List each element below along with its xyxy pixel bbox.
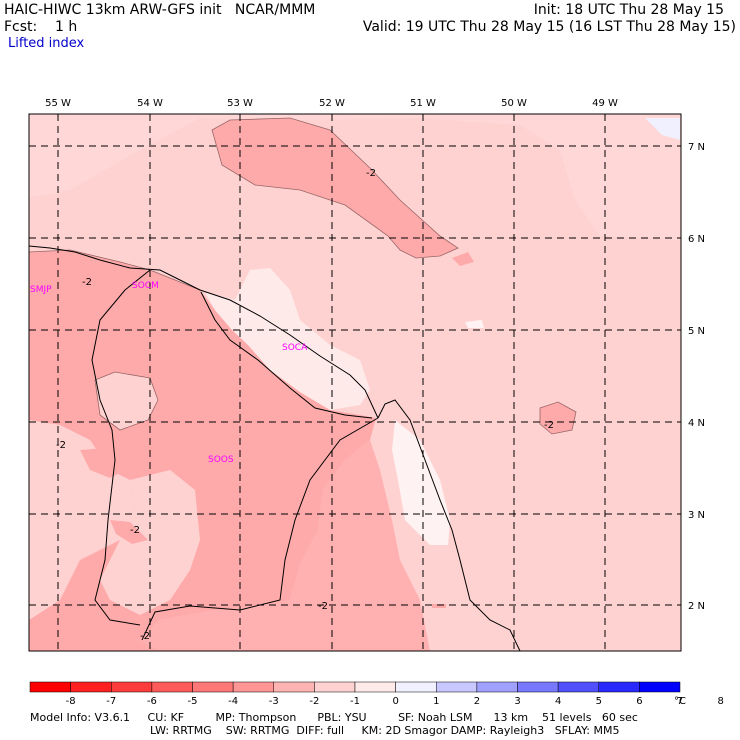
field-positive-patch [645,118,680,140]
contour-label: -2 [56,440,66,451]
colorbar-tick-label: 4 [555,696,561,707]
colorbar-tick-label: 8 [717,696,723,707]
lon-label: 54 W [137,98,163,109]
field-negative-region [140,440,430,651]
colorbar-swatch [354,681,396,693]
field-band-light [29,114,680,240]
colorbar-swatch [395,681,437,693]
border-line [141,417,379,641]
field-negative-blob [452,252,474,266]
colorbar-swatch [639,681,681,693]
lat-label: 4 N [688,418,705,429]
lon-label: 53 W [227,98,253,109]
lat-label: 6 N [688,234,705,245]
colorbar [29,681,681,693]
field-interior-patch [100,470,200,615]
colorbar-swatch [314,681,356,693]
lon-label: 55 W [45,98,71,109]
colorbar-tick-label: -5 [188,696,198,707]
contour-label: -2 [366,168,376,179]
colorbar-tick-label: 7 [677,696,683,707]
colorbar-tick-label: 3 [514,696,520,707]
lon-label: 49 W [592,98,618,109]
latitude-labels: 7 N 6 N 5 N 4 N 3 N 2 N [688,142,705,612]
contour-label: -2 [130,525,140,536]
coastline [377,399,521,651]
station-labels: SMJP SOCM SOCA SOOS [30,281,308,465]
station-label: SMJP [30,285,52,295]
colorbar-swatch [517,681,559,693]
colorbar-ticks: -8 -7 -6 -5 -4 -3 -2 -1 0 1 2 3 4 5 6 7 8 [66,696,724,707]
contour-label: -2 [82,277,92,288]
border-line [200,291,373,419]
station-label: SOCA [282,343,308,353]
colorbar-tick-label: 1 [433,696,439,707]
colorbar-swatch [29,681,71,693]
lon-label: 52 W [319,98,345,109]
colorbar-tick-label: 5 [596,696,602,707]
contour-lines [29,117,577,435]
field-name: Lifted index [8,36,85,51]
colorbar-tick-label: -1 [350,696,360,707]
colorbar-swatch [273,681,315,693]
colorbar-unit: °C [674,696,686,707]
colorbar-swatch [436,681,478,693]
forecast-hour: Fcst: 1 h [4,19,78,35]
colorbar-swatch [151,681,193,693]
model-info-line1: Model Info: V3.6.1 CU: KF MP: Thompson P… [30,711,638,724]
contour-label: -2 [140,631,150,642]
field-coastal-strip [205,268,370,410]
colorbar-tick-label: -3 [269,696,279,707]
colorbar-swatch [192,681,234,693]
colorbar-tick-label: 6 [636,696,642,707]
colorbar-swatch [598,681,640,693]
model-info-line2: LW: RRTMG SW: RRTMG DIFF: full KM: 2D Sm… [150,724,620,737]
field-negative-streak [212,118,458,258]
colorbar-tick-label: -7 [106,696,116,707]
colorbar-swatch [232,681,274,693]
contour-labels: -2 -2 -2 -2 -2 -2 -2 [56,168,554,642]
colorbar-tick-label: -6 [147,696,157,707]
map-title: HAIC-HIWC 13km ARW-GFS init NCAR/MMM [4,2,316,18]
colorbar-swatch [70,681,112,693]
station-label: SOCM [132,281,159,291]
field-negative-blob [540,402,576,434]
longitude-labels: 55 W 54 W 53 W 52 W 51 W 50 W 49 W [45,98,618,109]
colorbar-swatch [111,681,153,693]
colorbar-tick-label: 0 [392,696,398,707]
field-interior-patch [95,372,158,430]
border-line [91,269,151,626]
field-light-blob [465,320,484,328]
coastline [29,245,379,419]
contour-label: -2 [544,420,554,431]
lat-label: 3 N [688,510,705,521]
lon-label: 51 W [410,98,436,109]
colorbar-tick-label: 2 [474,696,480,707]
lat-label: 5 N [688,326,705,337]
contour-label: -2 [318,601,328,612]
valid-time: Valid: 19 UTC Thu 28 May 15 (16 LST Thu … [362,19,736,35]
colorbar-tick-label: -4 [228,696,238,707]
map-frame [28,113,682,652]
colorbar-tick-label: -2 [309,696,319,707]
colorbar-swatch [557,681,599,693]
lat-label: 7 N [688,142,705,153]
station-label: SOOS [208,455,234,465]
lon-label: 50 W [501,98,527,109]
graticule [29,114,681,651]
field-negative-blob [110,520,148,544]
country-borders [29,245,521,651]
lat-label: 2 N [688,601,705,612]
init-time: Init: 18 UTC Thu 28 May 15 [533,2,724,18]
lifted-index-field: -2 -2 -2 -2 -2 -2 -2 SMJP SOCM SOCA SOOS [29,114,681,651]
colorbar-tick-label: -8 [66,696,76,707]
colorbar-swatch [476,681,518,693]
